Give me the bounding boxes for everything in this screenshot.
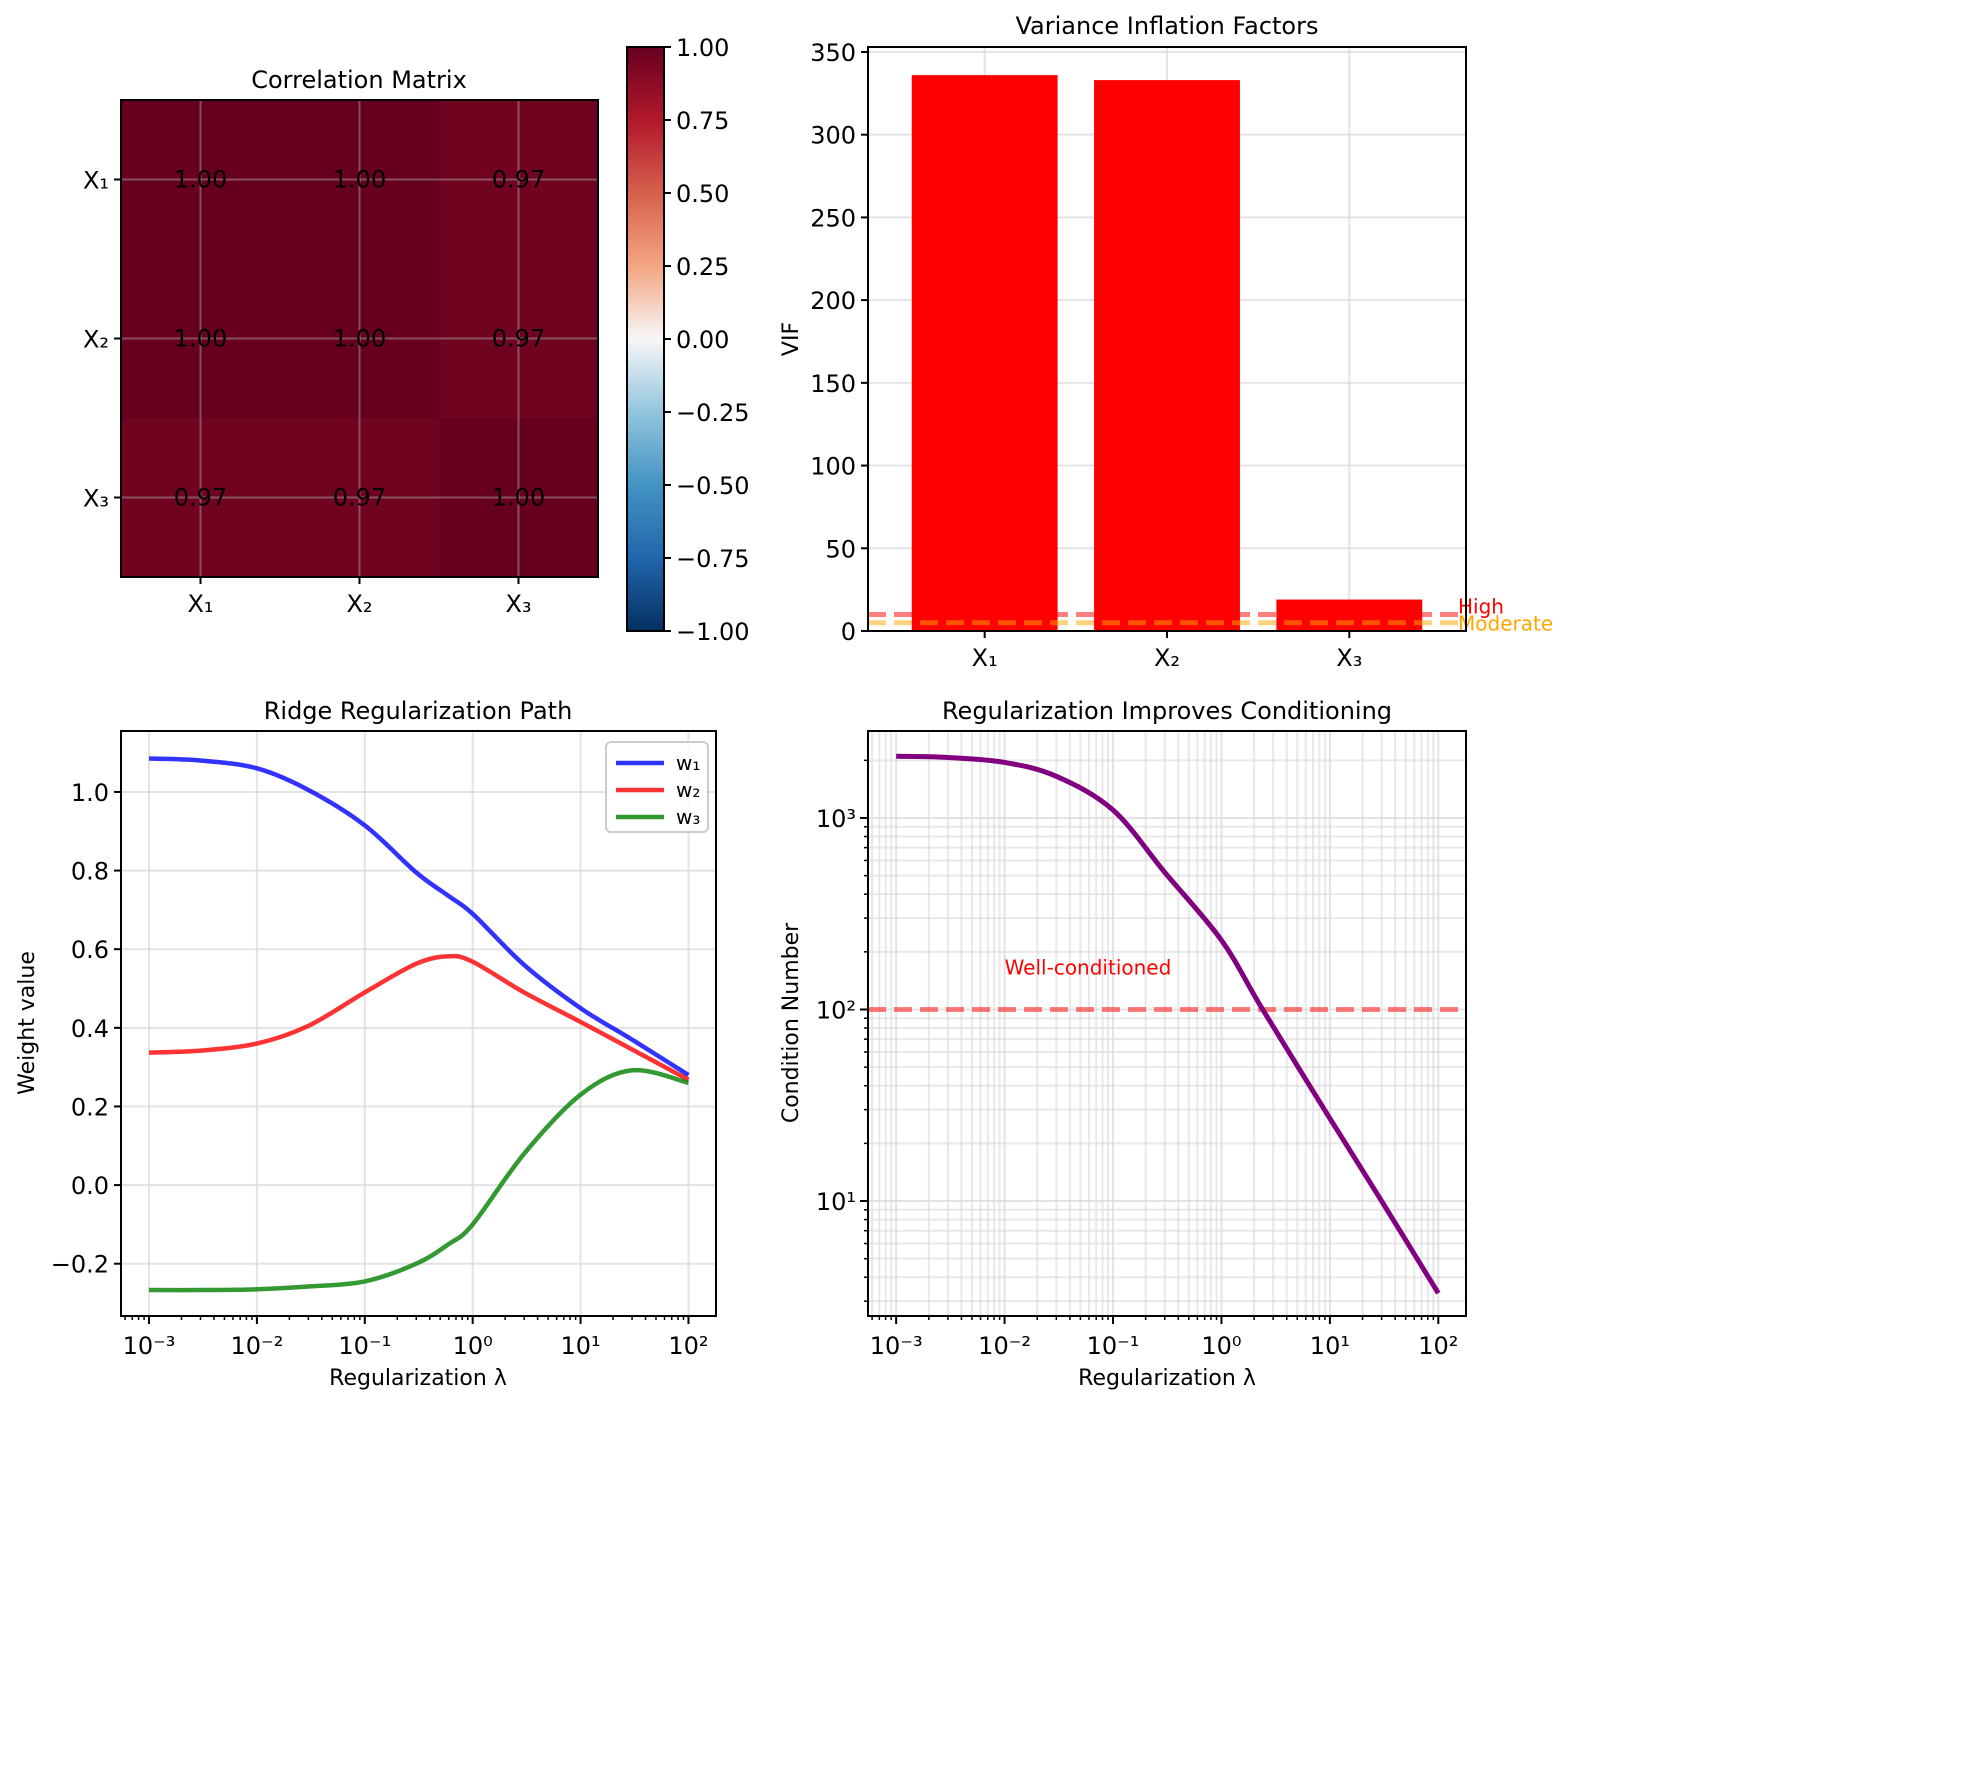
ridge-xlabel: Regularization λ bbox=[329, 1366, 507, 1391]
ridge-line-w2 bbox=[148, 953, 690, 1082]
heatmap-cell bbox=[280, 100, 440, 260]
x-tick-label: X₁ bbox=[972, 644, 998, 672]
conditioning-axes-frame bbox=[867, 730, 1467, 1317]
ridge-ylabel: Weight value bbox=[15, 951, 40, 1095]
heatmap-cell bbox=[439, 418, 599, 578]
colorbar-tick-label: 0.00 bbox=[676, 326, 729, 354]
conditioning-title: Regularization Improves Conditioning bbox=[942, 697, 1392, 725]
colorbar-tick-label: −1.00 bbox=[676, 618, 750, 646]
condition-number-line bbox=[896, 753, 1441, 1295]
heatmap-cell-label: 0.97 bbox=[492, 325, 545, 353]
x-tick-label: X₃ bbox=[1336, 644, 1362, 672]
y-tick-label: X₂ bbox=[83, 326, 109, 354]
vif-title: Variance Inflation Factors bbox=[1016, 12, 1319, 40]
y-tick-label: 0.0 bbox=[71, 1172, 109, 1200]
heatmap-cell bbox=[439, 100, 599, 260]
heatmap-cell-label: 1.00 bbox=[174, 166, 227, 194]
colorbar-tick-label: 0.50 bbox=[676, 180, 729, 208]
heatmap-cell bbox=[121, 100, 281, 260]
y-tick-label: 10³ bbox=[816, 805, 856, 833]
y-tick-label: 50 bbox=[825, 535, 856, 563]
vif-bar bbox=[911, 75, 1058, 632]
colorbar-tick-label: −0.50 bbox=[676, 472, 750, 500]
ridge-path-panel: Ridge Regularization Path 10⁻³ 10⁻² 10⁻¹ 10… bbox=[15, 697, 717, 1391]
vif-reference-label: Moderate bbox=[1458, 612, 1553, 636]
ridge-legend: w₁ w₂ w₃ bbox=[605, 741, 709, 833]
ridge-title: Ridge Regularization Path bbox=[264, 697, 573, 725]
colorbar-tick-label: −0.75 bbox=[676, 545, 750, 573]
ridge-axes-frame bbox=[120, 730, 717, 1317]
heatmap-cell bbox=[121, 418, 281, 578]
x-tick-label: 10⁻² bbox=[230, 1332, 283, 1360]
heatmap-cell bbox=[121, 259, 281, 419]
heatmap-cell bbox=[280, 259, 440, 419]
heatmap-cell-label: 1.00 bbox=[333, 166, 386, 194]
x-tick-label: X₂ bbox=[1154, 644, 1180, 672]
x-tick-label: X₁ bbox=[187, 590, 213, 618]
heatmap-cell-label: 0.97 bbox=[492, 166, 545, 194]
vif-ylabel: VIF bbox=[779, 322, 804, 356]
x-tick-label: 10⁻¹ bbox=[338, 1332, 391, 1360]
colorbar-tick-label: 1.00 bbox=[676, 34, 729, 62]
y-tick-label: 10¹ bbox=[816, 1188, 856, 1216]
y-tick-label: 0.2 bbox=[71, 1093, 109, 1121]
heatmap-cell-label: 1.00 bbox=[333, 325, 386, 353]
heatmap-cell-label: 1.00 bbox=[174, 325, 227, 353]
heatmap-cell bbox=[280, 418, 440, 578]
y-tick-label: −0.2 bbox=[51, 1251, 109, 1279]
x-tick-label: X₂ bbox=[346, 590, 372, 618]
x-tick-label: 10² bbox=[668, 1332, 708, 1360]
y-tick-label: X₃ bbox=[83, 485, 109, 513]
y-tick-label: X₁ bbox=[83, 167, 109, 195]
y-tick-label: 10² bbox=[816, 996, 856, 1024]
ridge-line-w3 bbox=[149, 1067, 690, 1293]
heatmap-title: Correlation Matrix bbox=[251, 66, 467, 94]
y-tick-label: 0.4 bbox=[71, 1015, 109, 1043]
vif-bar bbox=[1094, 80, 1240, 631]
x-tick-label: 10¹ bbox=[1310, 1332, 1350, 1360]
heatmap-cell-label: 0.97 bbox=[333, 484, 386, 512]
x-tick-label: 10² bbox=[1418, 1332, 1458, 1360]
colorbar-tick-label: 0.25 bbox=[676, 253, 729, 281]
y-tick-label: 350 bbox=[810, 39, 856, 67]
conditioning-panel: Regularization Improves Conditioning Wel… bbox=[779, 697, 1467, 1391]
colorbar bbox=[626, 46, 665, 632]
colorbar-tick-label: 0.75 bbox=[676, 107, 729, 135]
legend-label: w₃ bbox=[676, 805, 700, 829]
legend-label: w₁ bbox=[676, 751, 700, 775]
x-tick-label: 10⁻² bbox=[978, 1332, 1031, 1360]
legend-label: w₂ bbox=[676, 778, 700, 802]
correlation-matrix-panel: Correlation Matrix 1.00 1.00 0.97 1.00 1.00 0… bbox=[83, 34, 750, 646]
y-tick-label: 200 bbox=[810, 287, 856, 315]
x-tick-label: 10⁻³ bbox=[870, 1332, 923, 1360]
heatmap-cell bbox=[439, 259, 599, 419]
x-tick-label: 10⁻¹ bbox=[1087, 1332, 1140, 1360]
ridge-line-w1 bbox=[148, 756, 690, 1077]
conditioning-xlabel: Regularization λ bbox=[1078, 1366, 1256, 1391]
x-tick-label: X₃ bbox=[505, 590, 531, 618]
y-tick-label: 300 bbox=[810, 122, 856, 150]
x-tick-label: 10¹ bbox=[560, 1332, 600, 1360]
x-tick-label: 10⁰ bbox=[1201, 1332, 1241, 1360]
condition-annotation: Well-conditioned bbox=[1005, 955, 1172, 979]
heatmap-cell-label: 1.00 bbox=[492, 484, 545, 512]
y-tick-label: 0.8 bbox=[71, 858, 109, 886]
y-tick-label: 0 bbox=[841, 618, 856, 646]
y-tick-label: 1.0 bbox=[71, 779, 109, 807]
heatmap-cell-label: 0.97 bbox=[174, 484, 227, 512]
conditioning-ylabel: Condition Number bbox=[779, 922, 804, 1123]
x-tick-label: 10⁻³ bbox=[123, 1332, 176, 1360]
x-tick-label: 10⁰ bbox=[453, 1332, 493, 1360]
y-tick-label: 0.6 bbox=[71, 936, 109, 964]
vif-panel: Variance Inflation Factors HighModerate … bbox=[779, 12, 1553, 672]
y-tick-label: 250 bbox=[810, 204, 856, 232]
y-tick-label: 150 bbox=[810, 370, 856, 398]
y-tick-label: 100 bbox=[810, 453, 856, 481]
colorbar-tick-label: −0.25 bbox=[676, 399, 750, 427]
